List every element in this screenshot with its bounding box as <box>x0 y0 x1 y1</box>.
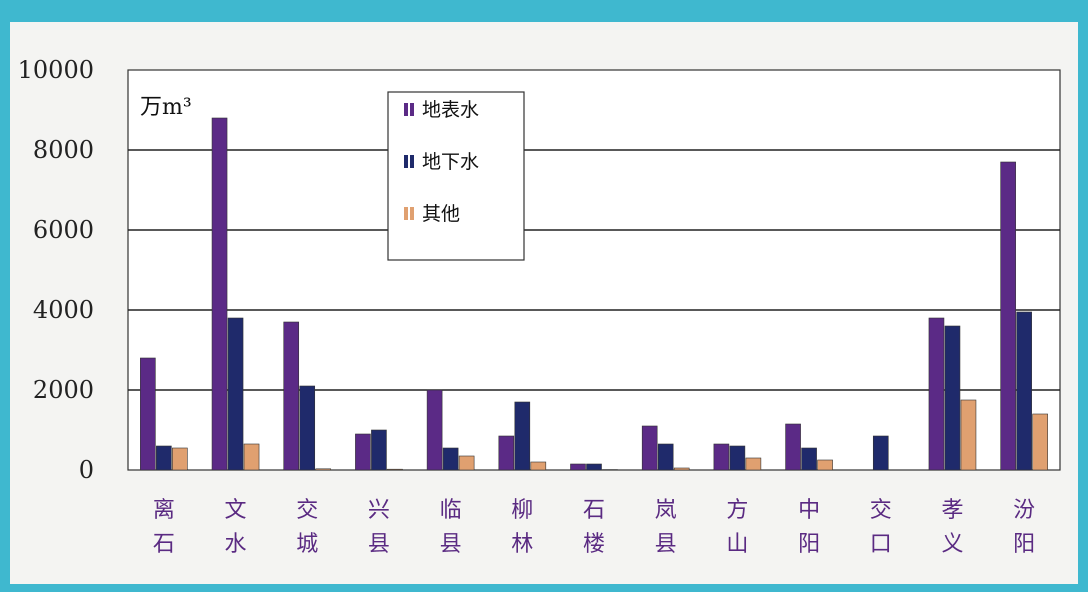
y-tick-label: 6000 <box>33 216 94 244</box>
bar-ground-8 <box>657 443 674 471</box>
legend-swatch <box>404 103 408 116</box>
bar-ground-9 <box>729 445 746 471</box>
bar-surface-2 <box>211 117 228 471</box>
bar-surface-10 <box>785 423 801 471</box>
bar-surface-6 <box>498 435 515 471</box>
chart-panel: 10000 8000 6000 4000 2000 0 离石 文水 交城 兴县 临县 柳林 石楼 岚县方… <box>10 22 1078 584</box>
bar-chart: 10000 8000 6000 4000 2000 0 离石文水交城兴县临县柳林石楼岚县方… <box>18 56 1061 557</box>
legend-label: 地表水 <box>422 99 479 121</box>
bar-ground-13 <box>1016 311 1032 471</box>
y-axis-ticks: 10000 8000 6000 4000 2000 0 <box>18 56 94 484</box>
x-tick-label: 中阳 <box>798 498 820 557</box>
bar-ground-2 <box>227 317 244 471</box>
bar-ground-3 <box>299 385 316 471</box>
y-tick-label: 0 <box>79 456 94 484</box>
x-tick-label: 离石 <box>153 498 175 557</box>
bar-surface-7 <box>570 463 586 471</box>
bar-ground-12 <box>944 325 961 471</box>
bar-other-10 <box>817 459 833 471</box>
bar-other-4 <box>387 468 403 471</box>
x-tick-label: 临县 <box>440 498 462 557</box>
x-tick-label: 文水 <box>225 498 247 557</box>
plot-area <box>127 69 1061 471</box>
bar-surface-13 <box>1000 161 1016 471</box>
x-tick-label: 孝义 <box>941 498 963 557</box>
y-tick-label: 4000 <box>33 296 94 324</box>
x-tick-label: 石楼 <box>583 498 605 557</box>
bar-ground-5 <box>442 447 459 471</box>
bar-other-1 <box>172 447 188 471</box>
legend-label: 地下水 <box>422 151 479 173</box>
bar-surface-5 <box>426 389 443 471</box>
x-tick-label: 交口 <box>870 498 892 557</box>
y-tick-label: 10000 <box>18 56 94 84</box>
x-tick-label: 兴县 <box>368 498 390 557</box>
bar-surface-3 <box>283 321 300 471</box>
legend-swatch <box>410 103 414 116</box>
unit-label: 万m³ <box>140 95 192 120</box>
bars <box>140 117 1048 471</box>
bar-other-5 <box>458 455 475 471</box>
x-tick-label: 柳林 <box>511 498 533 557</box>
bar-ground-7 <box>586 463 602 471</box>
bar-ground-4 <box>371 429 387 471</box>
x-tick-label: 交城 <box>296 498 318 557</box>
gridlines <box>128 149 1060 391</box>
x-tick-label: 方山 <box>726 498 748 557</box>
bar-other-13 <box>1032 413 1048 471</box>
bar-surface-4 <box>355 433 371 471</box>
bar-ground-6 <box>514 401 531 471</box>
bar-other-12 <box>960 399 977 471</box>
bar-surface-8 <box>641 425 658 471</box>
bar-surface-1 <box>140 357 156 471</box>
x-tick-label: 汾阳 <box>1013 498 1035 557</box>
legend-swatch <box>410 155 414 168</box>
bar-surface-12 <box>928 317 945 471</box>
bar-other-6 <box>530 461 547 471</box>
y-tick-label: 8000 <box>33 136 94 164</box>
legend-box <box>387 91 525 261</box>
bar-ground-11 <box>872 435 889 471</box>
bar-other-8 <box>673 467 690 471</box>
bar-other-2 <box>243 443 260 471</box>
legend-swatch <box>404 155 408 168</box>
bar-ground-1 <box>156 445 172 471</box>
legend-label: 其他 <box>422 203 460 225</box>
bar-ground-10 <box>801 447 817 471</box>
bar-other-9 <box>745 457 762 471</box>
legend-swatch <box>404 207 408 220</box>
x-tick-label: 岚县 <box>655 498 677 557</box>
legend-swatch <box>410 207 414 220</box>
bar-surface-9 <box>713 443 730 471</box>
y-tick-label: 2000 <box>33 376 94 404</box>
bar-other-3 <box>315 468 332 471</box>
